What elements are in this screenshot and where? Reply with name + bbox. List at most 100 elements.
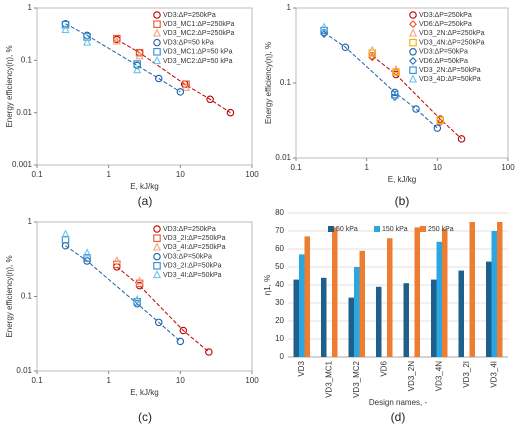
x-tick-label: 100 — [245, 170, 259, 179]
legend-marker — [152, 55, 162, 65]
marker — [112, 255, 121, 265]
x-tick-label: 0.1 — [31, 170, 43, 179]
legend-swatch — [420, 226, 426, 232]
legend-marker — [153, 48, 161, 56]
legend-marker — [152, 242, 162, 251]
y-tick-label: 30 — [275, 298, 284, 307]
legend-marker — [409, 20, 417, 29]
y-tick-label: 1 — [28, 217, 33, 226]
marker — [176, 88, 185, 96]
bar — [442, 229, 448, 357]
legend-marker — [409, 57, 417, 65]
y-tick-label: 0.01 — [16, 108, 32, 117]
legend-label: VD3:ΔP=50kPa — [419, 49, 468, 56]
bar — [354, 267, 360, 357]
legend-marker — [153, 38, 161, 47]
marker — [155, 318, 163, 327]
y-tick-label: 0.001 — [12, 160, 33, 169]
plot-frame — [36, 7, 253, 166]
x-axis-label: E, kJ/kg — [388, 175, 416, 184]
marker — [182, 80, 190, 88]
bar — [491, 231, 497, 357]
marker — [83, 33, 91, 41]
legend-marker — [153, 225, 161, 233]
marker — [61, 229, 70, 238]
legend-label: VD3:ΔP=250kPa — [163, 226, 216, 233]
marker — [390, 93, 399, 102]
y-tick-label: 0.1 — [21, 292, 33, 301]
marker — [83, 248, 92, 257]
bar — [403, 283, 409, 357]
legend-label: 50 kPa — [336, 226, 358, 233]
bar — [321, 277, 327, 357]
trend-line — [65, 245, 181, 342]
legend-marker — [152, 28, 162, 37]
y-tick-label: 40 — [275, 280, 284, 289]
x-tick-label: 1 — [106, 170, 111, 179]
y-tick-label: 50 — [275, 262, 284, 271]
x-tick-label: 10 — [433, 163, 442, 172]
legend-label: VD3_4I:ΔP=50kPa — [163, 272, 222, 279]
x-tick-label: VD3 — [297, 360, 306, 376]
legend-marker — [153, 262, 161, 270]
marker — [112, 36, 121, 45]
marker — [113, 34, 121, 43]
x-tick-label: 100 — [501, 163, 515, 172]
x-tick-label: 10 — [176, 376, 185, 385]
marker — [457, 135, 466, 143]
legend-marker — [409, 48, 417, 56]
x-axis-label: E, kJ/kg — [130, 388, 158, 397]
x-tick-label: 1 — [364, 163, 369, 172]
y-tick-label: 60 — [275, 244, 284, 253]
bar — [436, 241, 442, 357]
x-tick-label: VD3_2N — [407, 361, 416, 391]
y-tick-label: 10 — [275, 334, 284, 343]
y-axis-label: η1, % — [263, 275, 272, 295]
panel: 0.001 0.01 0.1 1 0.1 1 10 100 E, kJ/kg Energy eff… — [5, 3, 259, 208]
marker — [392, 68, 400, 76]
marker — [133, 294, 142, 304]
legend-marker — [153, 11, 161, 19]
legend-label: VD3:ΔP=50 kPa — [163, 39, 214, 46]
legend-marker — [153, 234, 161, 242]
x-tick-label: VD3_MC1 — [324, 360, 333, 397]
trend-line — [323, 32, 438, 129]
marker — [206, 95, 214, 104]
legend-label: VD3_2N:ΔP=50kPa — [419, 67, 481, 74]
y-tick-label: 0.1 — [21, 55, 33, 64]
marker — [135, 276, 144, 285]
legend-label: VD3_2N:ΔP=250kPa — [419, 30, 485, 37]
x-tick-label: 0.1 — [31, 376, 43, 385]
marker — [135, 48, 144, 57]
legend-marker — [408, 74, 418, 83]
bar — [359, 250, 365, 357]
marker — [320, 22, 329, 31]
bar — [332, 227, 338, 357]
legend-swatch — [374, 226, 380, 232]
bar — [458, 270, 464, 357]
y-tick-label: 0.01 — [16, 366, 32, 375]
panel-caption: (a) — [138, 194, 153, 208]
legend-swatch — [328, 226, 334, 232]
bar — [293, 279, 299, 357]
legend-label: VD3_MC1:ΔP=250kPa — [163, 21, 235, 28]
y-tick-label: 0.1 — [280, 78, 292, 87]
marker — [83, 254, 91, 262]
legend-label: VD3_2I:ΔP=50kPa — [163, 263, 222, 270]
marker — [135, 51, 144, 60]
marker — [368, 49, 377, 57]
marker — [133, 65, 142, 74]
legend-label: VD6:ΔP=250kPa — [419, 21, 472, 28]
bar — [497, 222, 503, 357]
legend-label: VD3:ΔP=250kPa — [163, 12, 216, 19]
marker — [61, 24, 70, 34]
y-tick-label: 70 — [275, 226, 284, 235]
x-axis-label: E, kJ/kg — [130, 182, 158, 191]
bar — [304, 236, 310, 357]
legend-label: VD3_2I:ΔP=250kPa — [163, 235, 226, 242]
legend-label: VD3_4N:ΔP=250kPa — [419, 39, 485, 46]
marker — [226, 108, 235, 117]
marker — [61, 235, 70, 244]
